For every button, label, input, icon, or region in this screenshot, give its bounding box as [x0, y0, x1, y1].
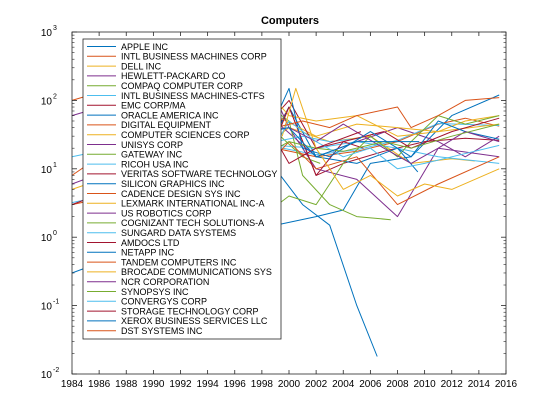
legend-label: STORAGE TECHNOLOGY CORP [121, 306, 259, 316]
y-tick-label: 10 [41, 233, 53, 244]
legend-label: RICOH USA INC [121, 159, 189, 169]
x-tick-label: 1994 [197, 379, 220, 390]
series-line-26 [268, 120, 500, 170]
legend-label: COMPUTER SCIENCES CORP [121, 130, 250, 140]
legend-box [82, 38, 282, 340]
y-tick-exponent: 1 [53, 162, 57, 169]
x-tick-label: 2004 [332, 379, 355, 390]
legend-label: NETAPP INC [121, 248, 175, 258]
legend-label: HEWLETT-PACKARD CO [121, 71, 225, 81]
series-line-18 [261, 115, 500, 217]
y-tick-label: 10 [41, 370, 53, 381]
legend-label: EMC CORP/MA [121, 101, 186, 111]
x-tick-label: 1990 [142, 379, 165, 390]
x-tick-label: 1986 [88, 379, 111, 390]
y-tick-exponent: 3 [53, 25, 57, 32]
legend-label: US ROBOTICS CORP [121, 208, 212, 218]
x-axis: 1984 1986 1988 1990 1992 1994 1996 1998 2000 2002… [61, 32, 518, 390]
y-tick-exponent: -2 [53, 367, 59, 374]
legend-label: COMPAQ COMPUTER CORP [121, 81, 243, 91]
x-tick-label: 1988 [115, 379, 138, 390]
y-tick-exponent: 2 [53, 93, 57, 100]
legend-label: CONVERGYS CORP [121, 297, 207, 307]
legend-label: BROCADE COMMUNICATIONS SYS [121, 267, 272, 277]
x-tick-label: 2008 [386, 379, 409, 390]
x-tick-label: 2006 [359, 379, 382, 390]
legend-label: DELL INC [121, 61, 162, 71]
x-tick-label: 2014 [468, 379, 491, 390]
legend-label: DIGITAL EQUIPMENT [121, 120, 212, 130]
legend-label: SYNOPSYS INC [121, 287, 189, 297]
legend-label: SUNGARD DATA SYSTEMS [121, 228, 236, 238]
x-tick-label: 2016 [495, 379, 518, 390]
legend-label: XEROX BUSINESS SERVICES LLC [121, 316, 268, 326]
legend-label: INTL BUSINESS MACHINES CORP [121, 52, 267, 62]
x-tick-label: 1998 [251, 379, 274, 390]
legend-label: SILICON GRAPHICS INC [121, 179, 225, 189]
legend-label: GATEWAY INC [121, 150, 183, 160]
x-tick-label: 1992 [169, 379, 192, 390]
legend-label: LEXMARK INTERNATIONAL INC-A [121, 199, 265, 209]
x-tick-label: 2010 [414, 379, 437, 390]
x-tick-label: 1984 [61, 379, 84, 390]
legend-label: DST SYSTEMS INC [121, 326, 203, 336]
x-tick-label: 2012 [441, 379, 464, 390]
legend-label: UNISYS CORP [121, 140, 183, 150]
legend-label: CADENCE DESIGN SYS INC [121, 189, 241, 199]
x-tick-label: 1996 [224, 379, 247, 390]
legend-label: AMDOCS LTD [121, 238, 180, 248]
legend-label: INTL BUSINESS MACHINES-CTFS [121, 91, 265, 101]
legend-label: VERITAS SOFTWARE TECHNOLOGY [121, 169, 277, 179]
y-tick-exponent: -1 [53, 299, 59, 306]
legend-label: APPLE INC [121, 42, 169, 52]
x-tick-label: 2002 [305, 379, 328, 390]
y-tick-label: 10 [41, 165, 53, 176]
y-tick-exponent: 0 [53, 230, 57, 237]
legend-label: COGNIZANT TECH SOLUTIONS-A [121, 218, 264, 228]
legend-label: TANDEM COMPUTERS INC [121, 257, 237, 267]
legend-label: ORACLE AMERICA INC [121, 110, 219, 120]
y-tick-label: 10 [41, 96, 53, 107]
y-tick-label: 10 [41, 28, 53, 39]
series-line-23 [281, 87, 500, 197]
x-tick-label: 2000 [278, 379, 301, 390]
legend-label: NCR CORPORATION [121, 277, 209, 287]
y-tick-label: 10 [41, 302, 53, 313]
chart-title: Computers [261, 15, 319, 27]
